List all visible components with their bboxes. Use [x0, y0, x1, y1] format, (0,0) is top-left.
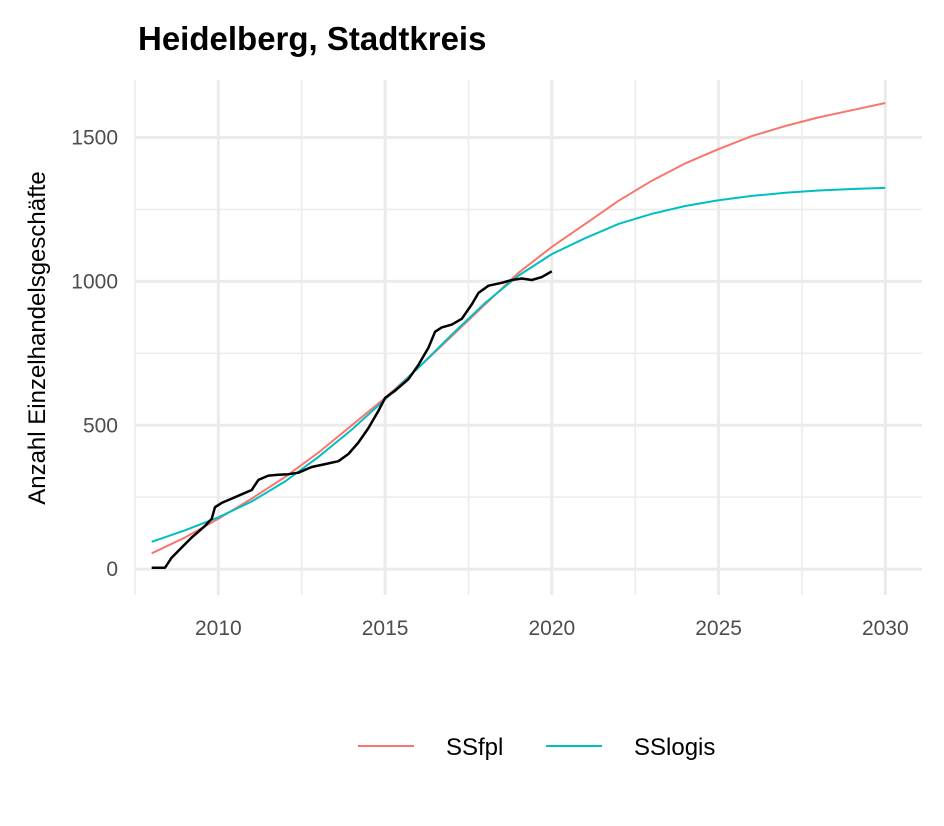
x-tick-label: 2030	[862, 617, 909, 640]
legend-label-ssfpl: SSfpl	[446, 734, 503, 761]
series-line-sslogis	[151, 186, 886, 543]
x-tick-label: 2010	[195, 617, 242, 640]
y-axis-ticks: 0 500 1000 1500	[71, 127, 118, 582]
legend: SSfpl SSlogis	[358, 734, 715, 761]
x-axis-ticks: 2010 2015 2020 2025 2030	[195, 617, 909, 640]
x-tick-label: 2025	[695, 617, 742, 640]
observed-data-line	[151, 270, 553, 569]
y-axis-label: Anzahl Einzelhandelsgeschäfte	[24, 171, 51, 505]
y-tick-label: 1500	[71, 127, 118, 150]
grid	[134, 80, 922, 595]
data-series	[151, 102, 886, 569]
y-tick-label: 1000	[71, 270, 118, 293]
y-tick-label: 0	[106, 558, 118, 581]
x-tick-label: 2015	[362, 617, 409, 640]
y-tick-label: 500	[83, 414, 118, 437]
chart-title: Heidelberg, Stadtkreis	[138, 20, 486, 57]
legend-label-sslogis: SSlogis	[634, 734, 715, 761]
x-tick-label: 2020	[528, 617, 575, 640]
series-line-ssfpl	[151, 102, 886, 555]
